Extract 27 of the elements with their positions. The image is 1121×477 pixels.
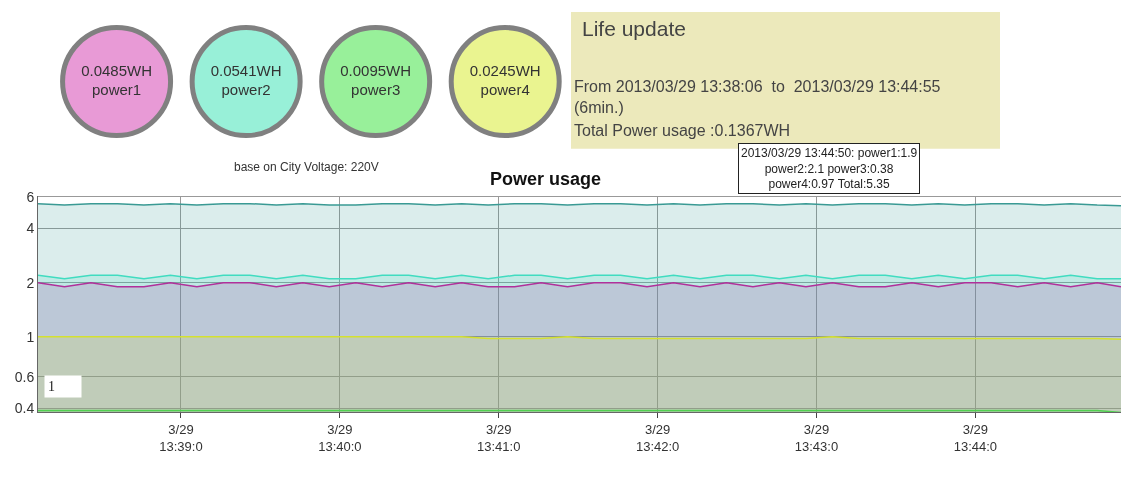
x-tick-label: 3/29 13:41:0 (477, 422, 521, 454)
x-tick-label: 3/29 13:43:0 (794, 422, 839, 454)
text: 2013/03/29 13:44:50: power1:1.9 power2:2.1 power3:0.38 power4:0.97 Total:5.35 (741, 146, 918, 192)
x-tick-label: 3/29 13:42:0 (635, 422, 680, 454)
y-tick-label: 0.6 (14, 368, 35, 385)
category-label: power2 (221, 81, 271, 99)
y-tick-label: 4 (26, 220, 35, 237)
text: Total Power usage :0.1367WH (574, 122, 791, 139)
y-tick-label: 1 (26, 328, 35, 345)
text: 0.0485WH (81, 61, 153, 79)
text: 0.0095WH (340, 61, 412, 79)
y-tick-label: 6 (26, 188, 35, 205)
y-tick-label: 2 (26, 274, 35, 291)
x-tick-label: 3/29 13:40:0 (318, 422, 362, 454)
category-label: power1 (91, 81, 142, 99)
x-tick-label: 3/29 13:44:0 (953, 422, 998, 454)
y-tick-label: 0.4 (14, 400, 35, 417)
x-tick-label: 3/29 13:39:0 (159, 422, 203, 454)
text: base on City Voltage: 220V (234, 160, 379, 174)
text: 0.0245WH (469, 61, 541, 79)
chart-title: Power usage (490, 169, 602, 189)
category-label: power4 (480, 81, 530, 99)
text: From 2013/03/29 13:38:06 to 2013/03/29 13:44:55 (6min.) (574, 78, 941, 116)
category-label: power3 (351, 81, 401, 99)
annotation: 1 (48, 379, 55, 394)
text: Life update (582, 17, 686, 40)
text: 0.0541WH (210, 61, 282, 79)
